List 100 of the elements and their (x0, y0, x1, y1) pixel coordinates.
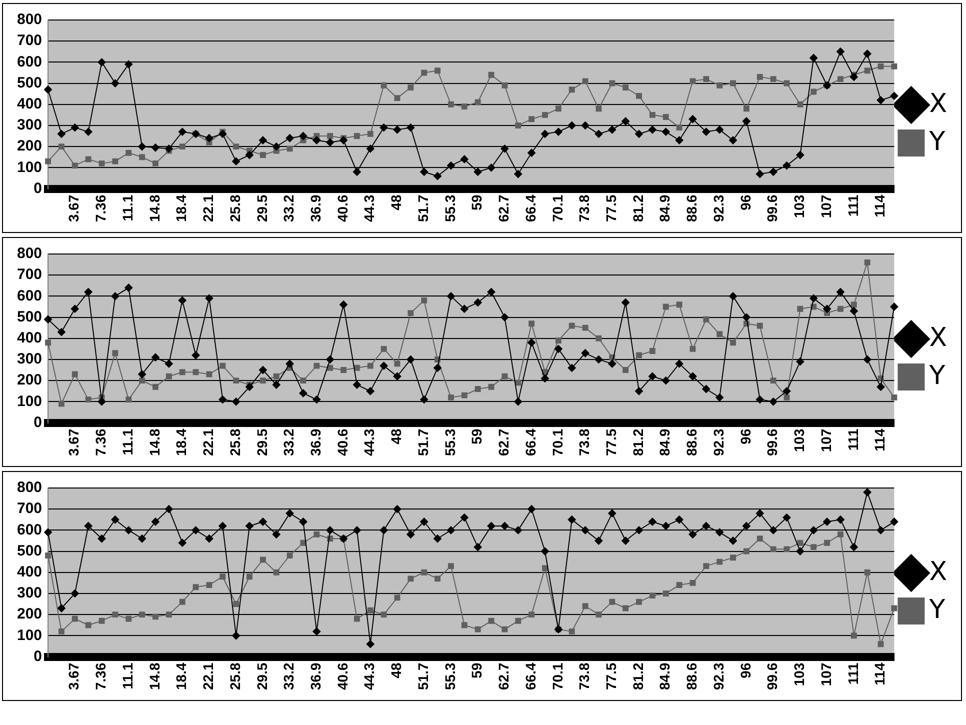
x-tick-label: 14.8 (146, 428, 162, 456)
x-tick-label: 25.8 (226, 662, 243, 690)
y-tick-label: 500 (16, 542, 42, 560)
x-tick-label: 44.3 (361, 194, 378, 222)
y-tick-label: 700 (16, 500, 42, 518)
x-tick-label: 103 (791, 662, 808, 686)
legend-label: X (929, 556, 947, 587)
y-tick-label: 300 (16, 584, 42, 602)
x-tick-label: 14.8 (146, 662, 162, 690)
x-tick-label: 88.6 (684, 662, 700, 690)
x-tick-label: 51.7 (414, 428, 431, 456)
x-tick-label: 40.6 (334, 194, 350, 222)
x-tick-label: 25.8 (226, 194, 243, 222)
x-tick-label: 14.8 (146, 194, 162, 222)
x-tick-label: 59 (468, 428, 485, 444)
x-tick-label: 92.3 (710, 662, 726, 690)
x-tick-label: 36.9 (308, 662, 324, 690)
x-tick-label: 62.7 (496, 662, 512, 690)
legend-label: Y (928, 594, 946, 625)
x-tick-label: 62.7 (496, 194, 512, 222)
x-tick-label: 11.1 (119, 428, 136, 456)
x-tick-label: 40.6 (334, 662, 350, 690)
x-tick-label: 107 (818, 194, 834, 218)
x-tick-label: 18.4 (173, 194, 190, 222)
x-tick-label: 73.8 (576, 194, 592, 222)
x-tick-label: 36.9 (308, 194, 324, 222)
x-tick-label: 59 (468, 662, 485, 678)
x-tick-label: 73.8 (576, 662, 592, 690)
x-tick-label: 70.1 (549, 194, 566, 222)
x-tick-label: 48 (388, 662, 404, 678)
x-tick-label: 51.7 (414, 194, 431, 222)
x-tick-label: 25.8 (226, 428, 243, 456)
x-tick-label: 96 (737, 662, 754, 678)
x-tick-label: 29.5 (254, 428, 270, 456)
y-tick-label: 0 (34, 180, 42, 197)
x-tick-label: 81.2 (630, 428, 646, 456)
y-tick-label: 400 (16, 330, 42, 347)
x-tick-label: 88.6 (684, 428, 700, 456)
y-tick-label: 0 (34, 648, 42, 665)
y-tick-label: 600 (16, 53, 42, 70)
x-tick-label: 70.1 (549, 428, 566, 456)
y-tick-label: 200 (16, 606, 42, 623)
x-tick-label: 18.4 (173, 662, 190, 690)
x-tick-label: 81.2 (630, 662, 646, 690)
x-tick-label: 7.36 (92, 428, 109, 456)
x-tick-label: 114 (872, 194, 888, 218)
x-tick-label: 33.2 (280, 662, 297, 690)
y-tick-label: 800 (16, 245, 42, 262)
x-tick-label: 66.4 (522, 662, 538, 690)
x-tick-label: 92.3 (710, 428, 726, 456)
y-tick-label: 300 (16, 116, 42, 134)
y-tick-label: 700 (16, 32, 42, 50)
x-tick-label: 55.3 (442, 662, 458, 690)
x-tick-label: 111 (844, 428, 861, 451)
x-tick-label: 3.67 (66, 662, 82, 690)
x-tick-label: 22.1 (200, 428, 216, 456)
y-tick-label: 0 (34, 414, 42, 431)
x-tick-label: 77.5 (602, 428, 619, 456)
x-tick-label: 103 (791, 194, 808, 218)
x-tick-label: 33.2 (280, 194, 297, 222)
x-tick-label: 3.67 (66, 194, 82, 222)
x-tick-label: 73.8 (576, 428, 592, 456)
legend-label: X (929, 322, 947, 353)
x-tick-label: 99.6 (764, 662, 780, 690)
x-tick-label: 22.1 (200, 194, 216, 222)
x-tick-label: 51.7 (414, 662, 431, 690)
x-tick-label: 77.5 (602, 194, 619, 222)
x-tick-label: 29.5 (254, 662, 270, 690)
x-tick-label: 11.1 (119, 194, 136, 222)
x-tick-label: 55.3 (442, 194, 458, 222)
x-tick-label: 111 (844, 662, 861, 685)
x-tick-label: 29.5 (254, 194, 270, 222)
x-tick-label: 114 (872, 428, 888, 452)
y-tick-label: 400 (16, 564, 42, 581)
x-tick-label: 7.36 (92, 662, 109, 690)
x-tick-label: 48 (388, 428, 404, 444)
y-tick-label: 600 (16, 521, 42, 538)
y-tick-label: 100 (16, 392, 42, 410)
x-tick-label: 99.6 (764, 194, 780, 222)
x-tick-label: 84.9 (656, 428, 673, 456)
x-tick-label: 96 (737, 428, 754, 444)
x-tick-label: 92.3 (710, 194, 726, 222)
x-tick-label: 81.2 (630, 194, 646, 222)
x-tick-label: 96 (737, 194, 754, 210)
x-tick-label: 66.4 (522, 194, 538, 222)
y-tick-label: 500 (16, 74, 42, 92)
x-tick-label: 33.2 (280, 428, 297, 456)
x-tick-label: 111 (844, 194, 861, 217)
y-tick-label: 700 (16, 266, 42, 284)
y-tick-label: 100 (16, 626, 42, 644)
legend-label: Y (928, 360, 946, 391)
x-tick-label: 3.67 (66, 428, 82, 456)
x-tick-label: 103 (791, 428, 808, 452)
x-tick-label: 62.7 (496, 428, 512, 456)
x-tick-label: 107 (818, 428, 834, 452)
y-tick-label: 400 (16, 96, 42, 113)
x-tick-label: 77.5 (602, 662, 619, 690)
y-tick-label: 200 (16, 138, 42, 155)
x-tick-label: 99.6 (764, 428, 780, 456)
y-tick-label: 200 (16, 372, 42, 389)
